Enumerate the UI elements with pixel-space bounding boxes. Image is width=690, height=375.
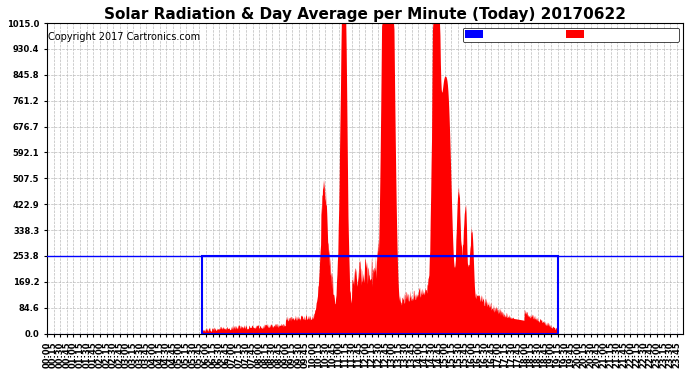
Text: Copyright 2017 Cartronics.com: Copyright 2017 Cartronics.com [48, 32, 199, 42]
Title: Solar Radiation & Day Average per Minute (Today) 20170622: Solar Radiation & Day Average per Minute… [104, 7, 626, 22]
Bar [202, 256, 558, 333]
Legend: Median (W/m2), Radiation (W/m2): Median (W/m2), Radiation (W/m2) [462, 28, 678, 42]
